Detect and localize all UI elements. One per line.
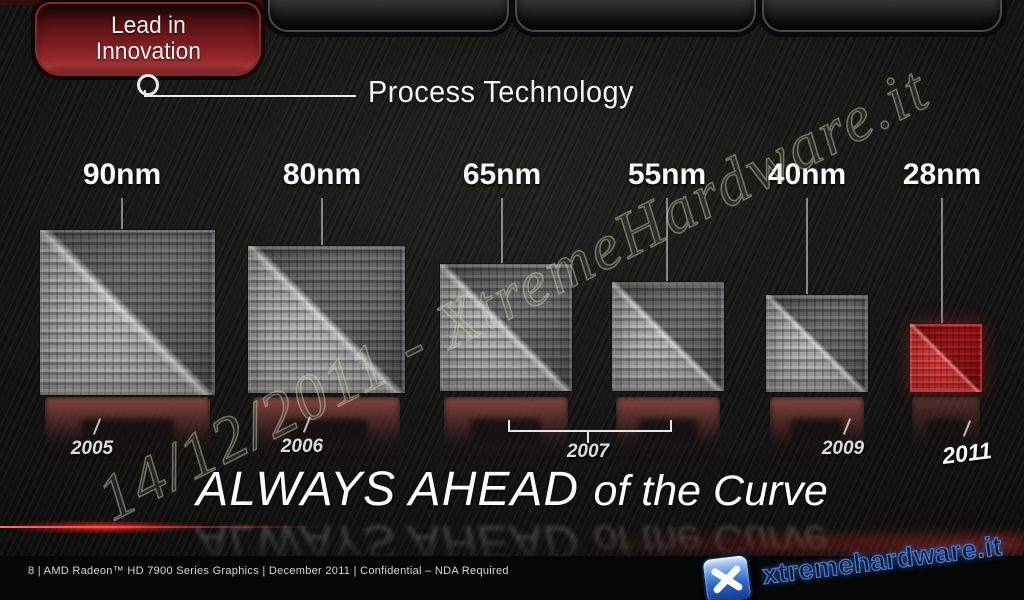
reflection-slot <box>471 419 541 444</box>
die-80nm <box>248 246 405 393</box>
page-title: Process Technology <box>368 74 634 109</box>
xtremehardware-logo: xtremehardware.it <box>700 522 1005 600</box>
node-label-90nm: 90nm <box>82 158 162 191</box>
year-bracket-stem <box>587 430 589 443</box>
xtremehardware-x-icon <box>700 552 754 600</box>
drop-line <box>501 198 503 264</box>
top-tab <box>762 0 1002 32</box>
year-2007: 2007 <box>566 441 610 462</box>
red-streak-left-core <box>0 526 330 528</box>
chip-reflection <box>912 397 980 463</box>
reflection-slot <box>81 419 174 444</box>
reflection-slot <box>926 419 966 444</box>
tagline: ALWAYS AHEAD of the Curve <box>0 462 1024 517</box>
year-2009: 2009 <box>821 438 865 459</box>
drop-line <box>666 198 668 282</box>
chip-reflection <box>45 397 210 463</box>
top-tab <box>515 0 756 32</box>
badge-line2: Innovation <box>95 38 201 65</box>
node-label-80nm: 80nm <box>282 158 362 191</box>
node-label-28nm: 28nm <box>902 158 982 191</box>
drop-line <box>941 198 943 324</box>
x-glyph <box>711 565 743 594</box>
die-55nm <box>612 282 724 391</box>
drop-line <box>321 198 323 246</box>
red-streak-right <box>584 534 1024 554</box>
reflection-slot <box>790 419 844 444</box>
node-label-40nm: 40nm <box>767 158 847 191</box>
chip-reflection <box>770 397 864 463</box>
top-tab <box>268 0 509 32</box>
tagline-caps: ALWAYS AHEAD <box>196 463 580 516</box>
year-2006: 2006 <box>280 436 324 457</box>
die-28nm <box>910 324 982 392</box>
connector-line <box>144 95 356 97</box>
footer-bar: 8 | AMD Radeon™ HD 7900 Series Graphics … <box>0 556 1024 600</box>
node-label-55nm: 55nm <box>627 158 707 191</box>
year-2005: 2005 <box>70 438 114 459</box>
connector-circle <box>137 74 159 96</box>
drop-line <box>806 198 808 295</box>
drop-line <box>121 198 123 230</box>
die-90nm <box>40 230 215 395</box>
footer-text: 8 | AMD Radeon™ HD 7900 Series Graphics … <box>28 565 509 577</box>
die-40nm <box>766 295 868 392</box>
node-label-65nm: 65nm <box>462 158 542 191</box>
tagline-rest: of the Curve <box>593 467 828 515</box>
badge-line1: Lead in <box>110 12 186 40</box>
die-65nm <box>440 264 572 391</box>
lead-innovation-badge: Lead in Innovation <box>35 2 261 76</box>
connector-stub <box>144 90 146 97</box>
year-bracket-2007 <box>508 420 672 432</box>
